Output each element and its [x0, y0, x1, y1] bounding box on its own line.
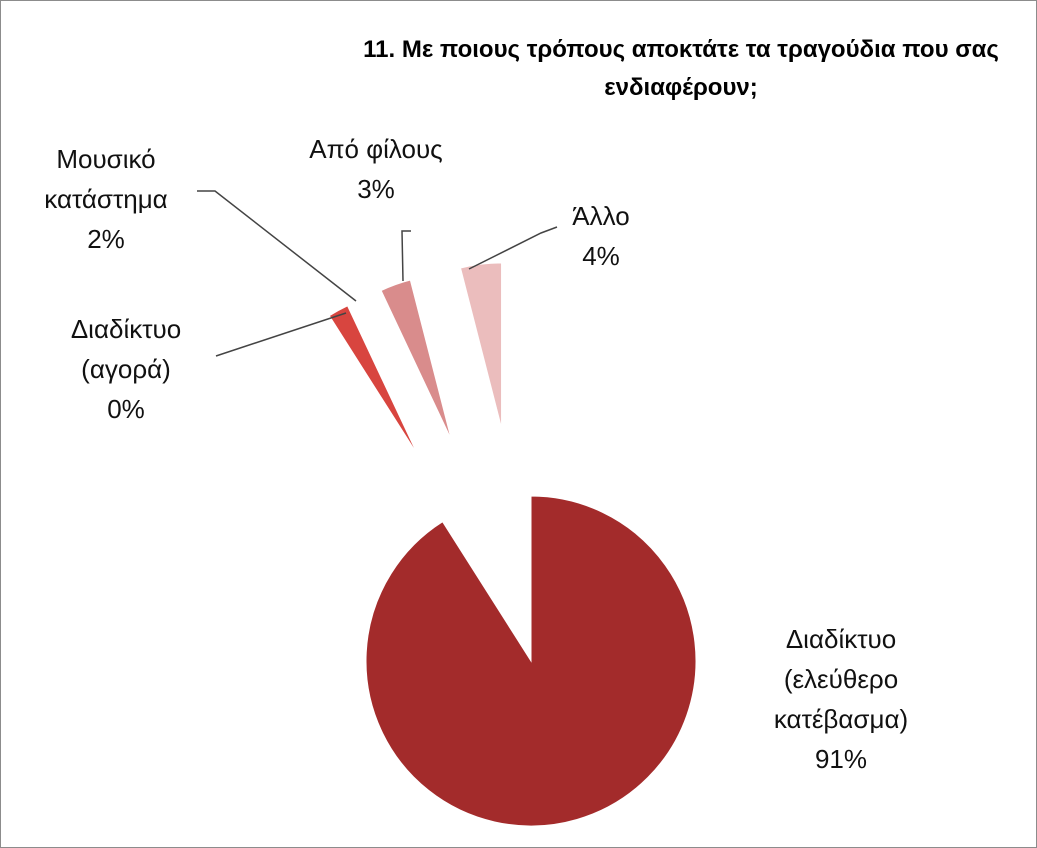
pie-slice — [380, 279, 452, 441]
pie-slice — [328, 305, 419, 456]
value-label: 4% — [582, 241, 620, 271]
leader-line — [468, 226, 558, 270]
chart-title: 11. Με ποιους τρόπους αποκτάτε τα τραγού… — [363, 36, 999, 101]
slice-label: Από φίλους 3% — [276, 129, 476, 209]
category-name: Μουσικό κατάστημα — [44, 144, 168, 214]
pie-slice — [459, 262, 503, 428]
leader-line — [215, 312, 347, 357]
slice-label: Διαδίκτυο (ελεύθερο κατέβασμα) 91% — [736, 619, 946, 779]
pie-slice — [365, 495, 697, 827]
category-name: Από φίλους — [309, 134, 443, 164]
category-name: Διαδίκτυο (αγορά) — [70, 314, 182, 384]
leader-line — [197, 190, 357, 302]
value-label: 2% — [87, 224, 125, 254]
value-label: 91% — [814, 744, 868, 774]
value-label: 0% — [107, 394, 145, 424]
leader-line — [401, 230, 411, 282]
category-name: Διαδίκτυο (ελεύθερο κατέβασμα) — [773, 624, 909, 734]
slice-label: Διαδίκτυο (αγορά) 0% — [36, 309, 216, 429]
value-label: 3% — [357, 174, 395, 204]
slice-label: Άλλο 4% — [541, 196, 661, 276]
category-name: Άλλο — [572, 201, 630, 231]
slice-label: Μουσικό κατάστημα 2% — [11, 139, 201, 259]
